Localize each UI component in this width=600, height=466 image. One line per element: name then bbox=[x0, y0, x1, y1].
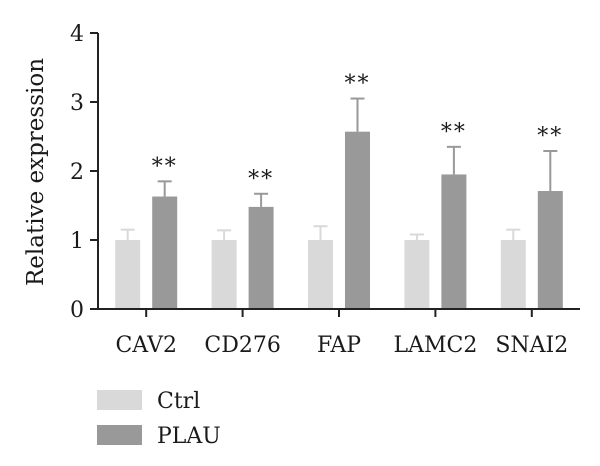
bar-ctrl-snai2 bbox=[500, 240, 526, 309]
x-tick-label: CD276 bbox=[204, 333, 280, 358]
bars: ** ** ** ** ** bbox=[115, 72, 563, 309]
bar-plau-fap bbox=[345, 131, 370, 309]
legend-label: Ctrl bbox=[157, 389, 200, 414]
legend-label: PLAU bbox=[157, 424, 221, 449]
significance-marker: ** bbox=[537, 124, 563, 149]
bar-ctrl-cd276 bbox=[211, 240, 237, 309]
bar-ctrl-fap bbox=[308, 240, 333, 309]
bar-plau-cav2 bbox=[152, 196, 178, 309]
significance-marker: ** bbox=[345, 72, 371, 97]
x-tick-label: FAP bbox=[317, 333, 361, 358]
x-tick-label: LAMC2 bbox=[393, 333, 477, 358]
y-tick-label: 2 bbox=[70, 160, 84, 185]
x-tick-label: CAV2 bbox=[115, 333, 177, 358]
bar-plau-cd276 bbox=[248, 206, 274, 309]
significance-marker: ** bbox=[441, 120, 467, 145]
legend: Ctrl PLAU bbox=[97, 389, 221, 449]
x-axis: CAV2 CD276 FAP LAMC2 SNAI2 bbox=[98, 308, 580, 358]
y-axis: 0 1 2 3 4 bbox=[70, 22, 99, 323]
bar-plau-snai2 bbox=[537, 191, 563, 309]
significance-marker: ** bbox=[248, 167, 274, 192]
bar-plau-lamc2 bbox=[441, 174, 467, 309]
y-tick-label: 4 bbox=[70, 22, 84, 47]
y-tick-label: 1 bbox=[70, 229, 84, 254]
legend-swatch bbox=[97, 390, 142, 410]
y-tick-label: 0 bbox=[70, 298, 84, 323]
x-tick-label: SNAI2 bbox=[495, 333, 568, 358]
bar-ctrl-cav2 bbox=[115, 240, 141, 309]
bar-ctrl-lamc2 bbox=[404, 240, 430, 309]
y-axis-label: Relative expression bbox=[23, 58, 49, 286]
legend-swatch bbox=[97, 425, 142, 445]
y-tick-label: 3 bbox=[70, 91, 84, 116]
significance-marker: ** bbox=[152, 154, 178, 179]
